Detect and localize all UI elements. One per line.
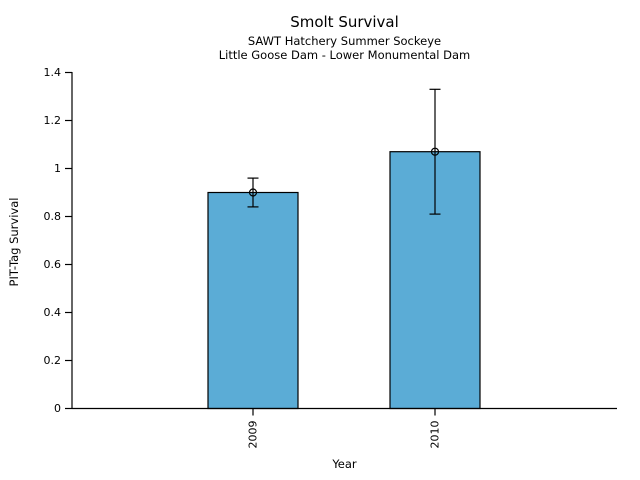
y-tick-label-0.6: 0.6 (44, 258, 62, 271)
x-axis-label: Year (332, 457, 357, 471)
y-tick-label-1: 1 (54, 162, 61, 175)
y-tick-label-0: 0 (54, 402, 61, 415)
point-estimate-marker-2009 (248, 188, 258, 197)
x-tick-label-2010: 2010 (429, 421, 442, 449)
chart-subtitle-stock: SAWT Hatchery Summer Sockeye (247, 34, 442, 48)
y-tick-label-0.2: 0.2 (44, 354, 62, 367)
y-tick-label-1.4: 1.4 (44, 66, 62, 79)
point-estimate-marker-2010 (430, 147, 440, 156)
x-tick-label-2009: 2009 (247, 421, 260, 449)
y-tick-label-1.2: 1.2 (44, 114, 62, 127)
chart-title: Smolt Survival (290, 13, 399, 31)
bar-2009 (207, 191, 299, 410)
y-tick-label-0.8: 0.8 (44, 210, 62, 223)
chart-subtitle-reach: Little Goose Dam - Lower Monumental Dam (218, 48, 471, 62)
y-tick-label-0.4: 0.4 (44, 306, 62, 319)
